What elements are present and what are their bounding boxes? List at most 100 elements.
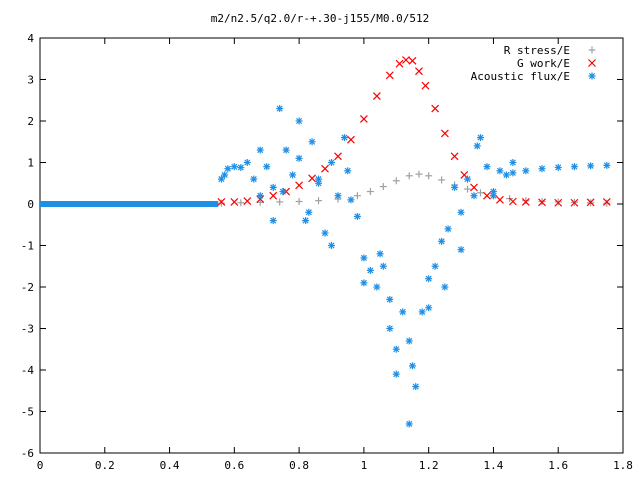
data-point [269,183,277,191]
y-tick-label: -1 [21,240,34,253]
data-point [321,229,329,237]
data-point [457,246,465,254]
data-point [392,370,400,378]
y-tick-label: -5 [21,406,34,419]
data-point [603,161,611,169]
data-point [496,167,504,175]
data-point [230,198,239,206]
data-point [418,308,426,316]
x-tick-label: 1.6 [548,459,568,472]
data-point [385,71,394,80]
data-point [470,192,478,200]
axes: 0 0.2 0.4 0.6 0.8 1 1.2 1.4 1.6 1.8 -6 -5 -4 -3 -2 -1 0 1… [21,32,633,472]
data-point [263,163,271,171]
data-point [328,242,335,249]
data-point [509,159,517,166]
data-point [405,420,413,428]
data-point [460,171,469,179]
data-point [440,129,449,138]
data-point [464,185,472,193]
data-point [308,174,316,183]
data-point [405,172,413,180]
y-tick-label: -3 [21,323,34,336]
data-point [359,115,368,123]
data-point [425,275,433,283]
data-point [243,197,252,206]
data-point [538,198,546,207]
x-tick-label: 1.8 [613,459,633,472]
data-point [522,197,530,205]
data-point [412,383,420,391]
data-point [221,171,229,179]
data-point [587,162,595,170]
data-point [457,208,465,216]
data-point [473,142,481,150]
y-tick-label: 2 [27,115,34,128]
data-point [373,283,381,291]
data-point [344,167,352,175]
data-point [321,164,329,173]
y-tick-label: 3 [27,74,34,87]
data-point [217,175,225,183]
data-point [495,195,504,204]
data-point [408,362,416,370]
data-point [386,295,394,303]
legend-label: R stress/E [504,44,570,57]
data-point [425,172,433,180]
data-point [431,262,439,270]
legend-marker [588,59,596,67]
data-point [441,283,449,291]
data-point [334,152,342,161]
data-point [269,191,278,200]
data-point [295,117,303,125]
data-point [217,199,225,207]
x-tick-label: 0 [37,459,44,472]
y-tick-label: -2 [21,281,34,294]
data-point [508,197,517,206]
data-point [347,196,355,204]
data-point [237,163,245,171]
data-point [315,179,323,187]
data-point [476,189,484,197]
data-point [276,105,284,113]
y-tick-label: 0 [27,198,34,211]
x-tick-label: 1 [361,459,368,472]
data-point [230,163,238,171]
data-point [360,279,368,287]
data-point [570,163,578,171]
data-point [269,217,277,225]
data-point [347,135,355,144]
legend-label: G work/E [517,57,570,70]
acoustic-flux-baseline [40,201,219,207]
data-point [295,198,303,206]
data-point [425,304,433,312]
data-point [276,198,284,206]
data-point [305,208,313,216]
data-point [386,325,394,332]
data-point [302,217,310,225]
x-tick-label: 1.2 [419,459,439,472]
series-0 [217,170,611,207]
data-point [502,171,510,179]
data-point [282,146,290,154]
data-point [217,198,226,206]
legend-marker [588,46,596,54]
x-tick-label: 0.6 [224,459,244,472]
data-point [399,308,407,316]
data-point [450,152,459,161]
data-point [256,146,264,154]
data-point [250,175,258,183]
data-point [392,177,400,185]
data-point [353,212,361,220]
data-point [295,154,303,162]
x-tick-label: 0.8 [289,459,309,472]
data-point [256,192,264,200]
data-point [279,188,287,196]
data-point [328,159,335,166]
data-point [379,262,387,270]
data-point [334,192,342,200]
data-point [554,163,562,171]
series-2 [217,105,611,428]
